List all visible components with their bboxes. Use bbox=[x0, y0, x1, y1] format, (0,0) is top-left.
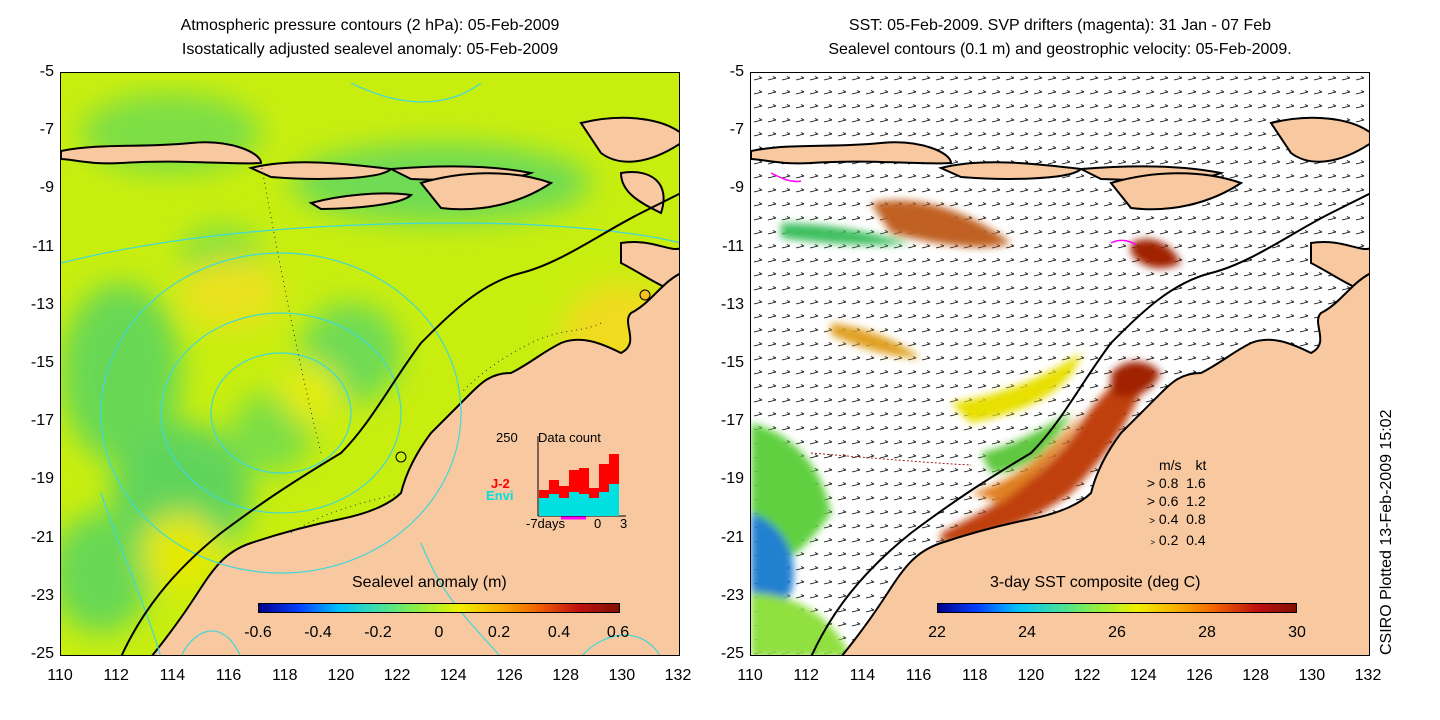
speed-row: > 0.4 0.8 bbox=[1149, 511, 1206, 527]
x-tick-label: 112 bbox=[103, 667, 129, 684]
y-tick-label: -9 bbox=[39, 179, 54, 197]
speed-row: > 0.2 0.4 bbox=[1150, 532, 1206, 548]
x-tick-label: 128 bbox=[1242, 667, 1269, 684]
x-tick-label: 122 bbox=[383, 667, 411, 684]
y-tick-label: -11 bbox=[32, 237, 54, 255]
y-tick-label: -15 bbox=[720, 354, 744, 371]
x-tick-label: 118 bbox=[271, 667, 298, 684]
y-tick-label: -25 bbox=[720, 645, 744, 662]
x-tick-label: 130 bbox=[608, 667, 636, 684]
speed-row: > 0.8 1.6 bbox=[1146, 475, 1206, 491]
x-tick-label: 128 bbox=[552, 667, 579, 684]
y-tick-label: -15 bbox=[30, 354, 54, 371]
left-colorbar-title: Sealevel anomaly (m) bbox=[352, 574, 507, 591]
x-tick-label: 116 bbox=[215, 667, 242, 684]
right-title-line2: Sealevel contours (0.1 m) and geostrophi… bbox=[828, 41, 1292, 58]
left-cb-tick: 0.2 bbox=[487, 624, 511, 641]
speed-unit-ms: m/s bbox=[1159, 457, 1182, 473]
x-tick-label: 110 bbox=[47, 667, 73, 684]
speed-row: > 0.6 1.2 bbox=[1146, 493, 1206, 509]
y-tick-label: -23 bbox=[30, 586, 54, 604]
y-tick-label: -17 bbox=[720, 412, 744, 430]
y-tick-label: -5 bbox=[729, 63, 744, 80]
sealevel-anomaly-field bbox=[61, 73, 679, 655]
x-tick-label: 124 bbox=[439, 667, 467, 684]
x-tick-label: 124 bbox=[1129, 667, 1157, 684]
left-cb-tick: 0.4 bbox=[547, 624, 571, 641]
x-tick-label: 112 bbox=[793, 667, 819, 684]
y-tick-label: -25 bbox=[30, 645, 54, 662]
left-cb-tick: 0 bbox=[434, 624, 444, 641]
y-tick-label: -9 bbox=[729, 179, 744, 197]
inset-xlabel-end: 3 bbox=[620, 516, 628, 531]
left-title-line2: Isostatically adjusted sealevel anomaly:… bbox=[181, 41, 559, 58]
plot-credit: CSIRO Plotted 13-Feb-2009 15:02 bbox=[1378, 409, 1395, 655]
left-cb-tick: -0.6 bbox=[244, 624, 272, 641]
right-cb-tick: 26 bbox=[1108, 624, 1126, 641]
y-tick-label: -23 bbox=[720, 586, 744, 604]
x-tick-label: 118 bbox=[961, 667, 988, 684]
inset-xlabel-start: -7days bbox=[526, 516, 566, 531]
right-title-line1: SST: 05-Feb-2009. SVP drifters (magenta)… bbox=[848, 17, 1272, 34]
x-tick-label: 130 bbox=[1298, 667, 1326, 684]
inset-count-label: 250 bbox=[496, 430, 518, 445]
y-tick-label: -13 bbox=[720, 295, 744, 313]
left-cb-tick: 0.6 bbox=[606, 624, 630, 641]
inset-title: Data count bbox=[538, 430, 601, 445]
y-tick-label: -13 bbox=[30, 295, 54, 313]
sealevel-anomaly-map: 250 Data count J-2 Envi -7days 0 3 bbox=[60, 72, 680, 656]
speed-legend: m/s kt > 0.8 1.6 > 0.6 1.2 > 0.4 0.8 > 0… bbox=[1131, 456, 1251, 552]
inset-xlabel-zero: 0 bbox=[594, 516, 602, 531]
x-tick-label: 114 bbox=[159, 667, 186, 684]
x-tick-label: 122 bbox=[1073, 667, 1101, 684]
right-colorbar-title: 3-day SST composite (deg C) bbox=[990, 574, 1201, 591]
data-count-bars bbox=[539, 454, 619, 516]
y-tick-label: -19 bbox=[30, 470, 54, 488]
speed-unit-kt: kt bbox=[1195, 457, 1207, 473]
data-count-inset: 250 Data count J-2 Envi -7days 0 3 bbox=[486, 428, 636, 533]
y-tick-label: -19 bbox=[720, 470, 744, 488]
legend-envi: Envi bbox=[486, 488, 514, 503]
y-tick-label: -21 bbox=[720, 528, 744, 546]
right-cb-tick: 24 bbox=[1018, 624, 1036, 641]
x-tick-label: 110 bbox=[737, 667, 763, 684]
sst-colorbar bbox=[937, 603, 1297, 613]
left-cb-tick: -0.2 bbox=[364, 624, 392, 641]
x-tick-label: 116 bbox=[905, 667, 932, 684]
x-tick-label: 126 bbox=[496, 667, 523, 684]
x-tick-label: 120 bbox=[327, 667, 355, 684]
right-cb-tick: 30 bbox=[1288, 624, 1306, 641]
y-tick-label: -5 bbox=[39, 63, 54, 80]
x-tick-label: 120 bbox=[1017, 667, 1045, 684]
y-tick-label: -7 bbox=[39, 121, 54, 139]
x-tick-label: 132 bbox=[1354, 667, 1382, 684]
sst-velocity-map: m/s kt > 0.8 1.6 > 0.6 1.2 > 0.4 0.8 > 0… bbox=[750, 72, 1370, 656]
right-cb-tick: 28 bbox=[1198, 624, 1216, 641]
x-tick-label: 114 bbox=[849, 667, 876, 684]
x-tick-label: 126 bbox=[1186, 667, 1213, 684]
left-title-line1: Atmospheric pressure contours (2 hPa): 0… bbox=[180, 17, 560, 34]
left-cb-tick: -0.4 bbox=[304, 624, 332, 641]
y-tick-label: -17 bbox=[30, 412, 54, 430]
x-tick-label: 132 bbox=[664, 667, 692, 684]
legend-j2: J-2 bbox=[491, 476, 510, 491]
sst-field bbox=[751, 73, 1369, 655]
right-cb-tick: 22 bbox=[928, 624, 946, 641]
y-tick-label: -21 bbox=[30, 528, 54, 546]
sealevel-colorbar bbox=[258, 603, 620, 613]
y-tick-label: -7 bbox=[729, 121, 744, 139]
y-tick-label: -11 bbox=[722, 237, 744, 255]
